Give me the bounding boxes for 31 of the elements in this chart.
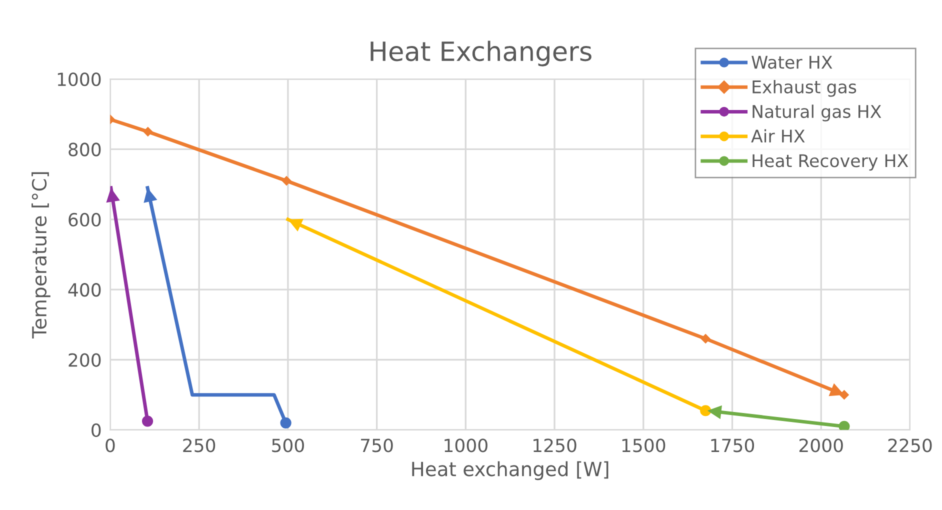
- legend-label: Water HX: [752, 56, 832, 69]
- chart-title: Heat Exchangers: [370, 40, 592, 66]
- legend-label: Exhaust gas: [752, 80, 856, 97]
- point: [282, 176, 292, 186]
- x-tick-label: 1750: [711, 438, 754, 452]
- point: [280, 417, 292, 428]
- y-axis-title: Temperature [°C]: [32, 172, 50, 338]
- y-tick-label: 800: [68, 142, 101, 156]
- x-tick-label: 750: [361, 438, 393, 452]
- x-tick-label: 250: [183, 438, 216, 452]
- legend-label: Air HX: [751, 129, 805, 142]
- y-tick-label: 1000: [58, 72, 101, 86]
- x-tick-label: 2000: [799, 438, 843, 452]
- y-tick-label: 200: [68, 353, 101, 367]
- point: [838, 420, 850, 430]
- x-tick-label: 1500: [622, 438, 666, 452]
- y-tick-label: 0: [92, 423, 101, 438]
- x-axis-title: Heat exchanged [W]: [412, 461, 608, 480]
- x-tick-label: 1000: [444, 438, 488, 452]
- legend-label: Natural gas HX: [752, 104, 882, 122]
- x-tick-label: 1250: [534, 438, 576, 452]
- point: [700, 405, 712, 416]
- x-tick-label: 0: [106, 438, 115, 452]
- point: [700, 334, 710, 344]
- x-tick-label: 500: [272, 438, 304, 452]
- point: [142, 416, 154, 427]
- y-tick-label: 600: [68, 212, 101, 227]
- point: [143, 127, 153, 136]
- x-tick-label: 2250: [888, 438, 932, 452]
- legend-label: Heat Recovery HX: [752, 154, 908, 171]
- y-tick-label: 400: [68, 283, 101, 297]
